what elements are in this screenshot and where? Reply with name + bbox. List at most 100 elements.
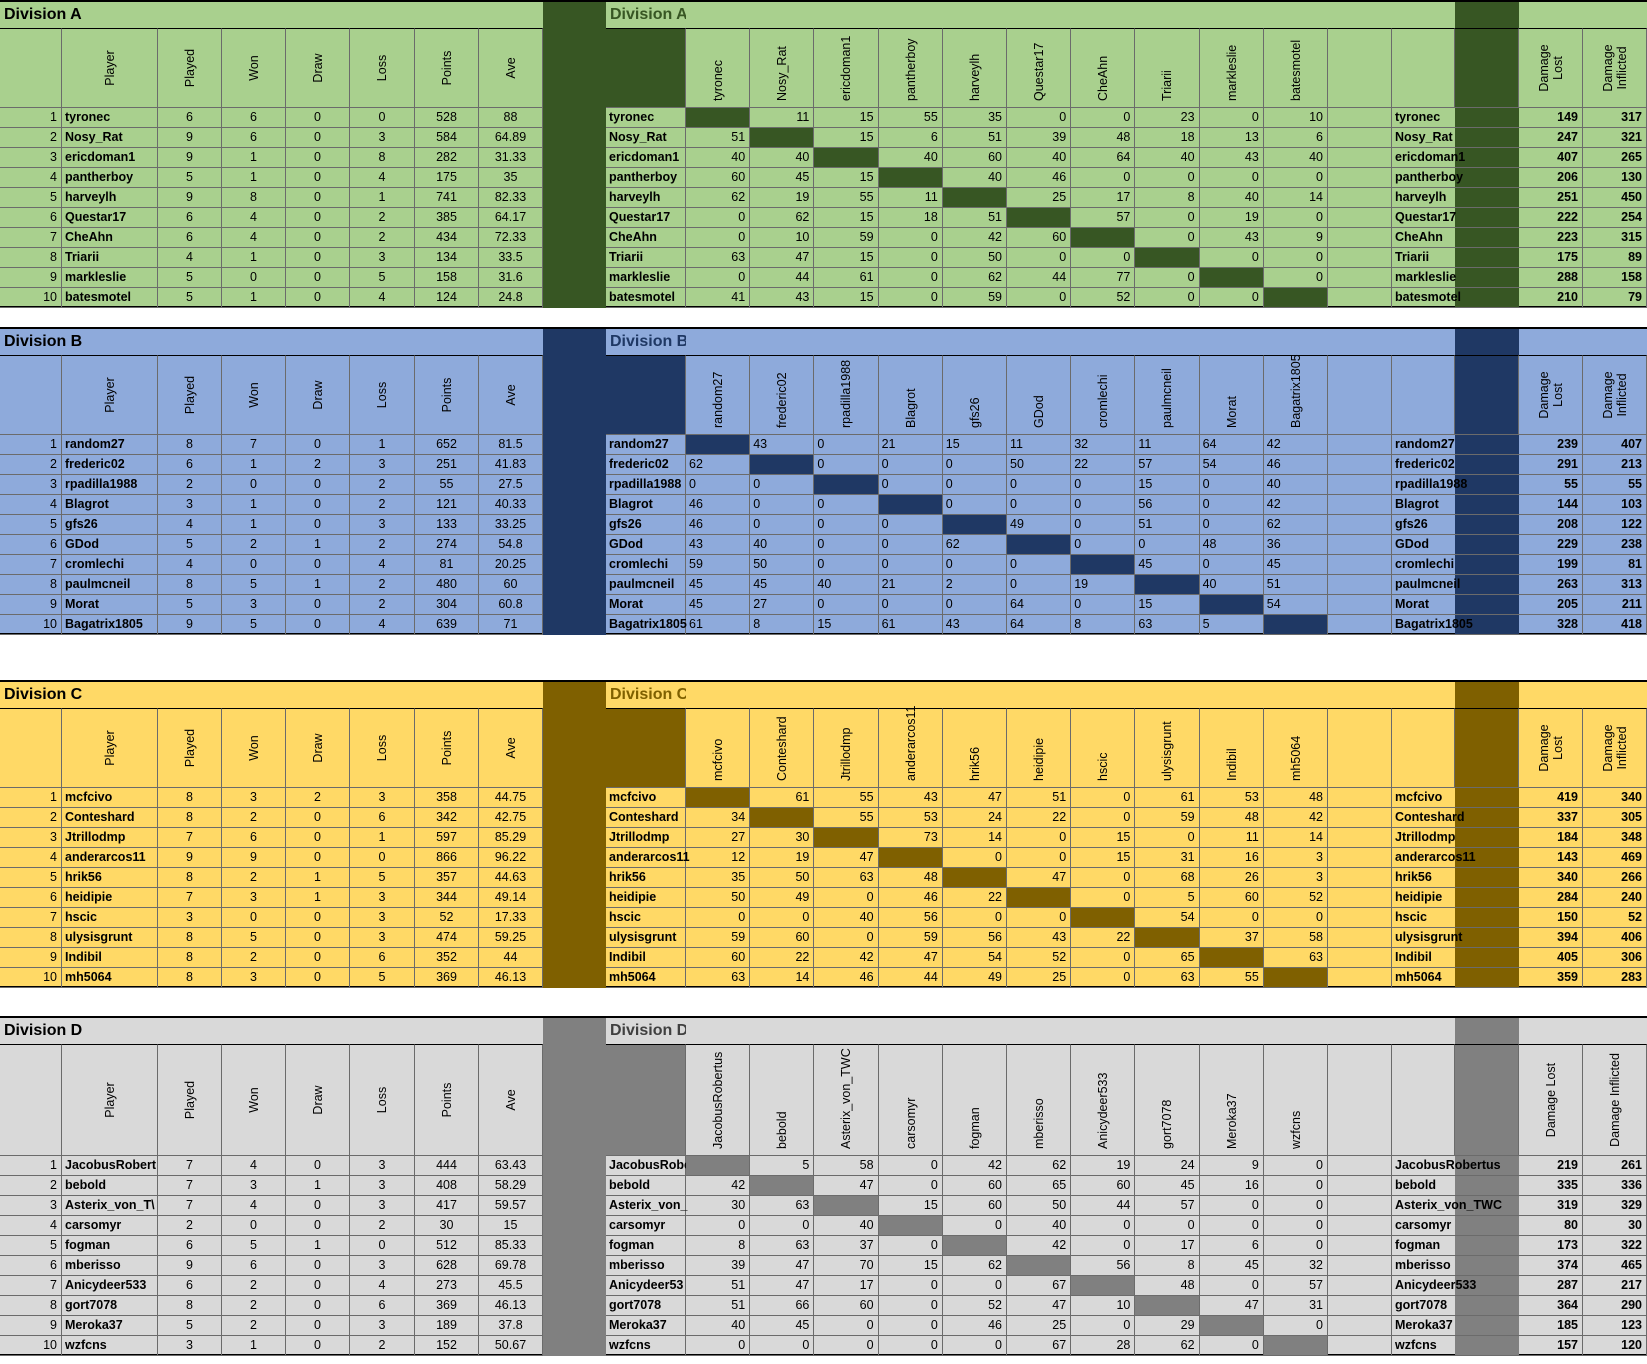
matrix-score-cell: 11: [1135, 435, 1200, 455]
matrix-score-cell: 60: [1071, 1176, 1136, 1196]
header-label-points: Points: [439, 50, 454, 86]
average-cell: 54.8: [479, 535, 543, 555]
matrix-score-cell: 45: [686, 575, 751, 595]
matrix-row-label: Jtrillodmp: [606, 828, 686, 848]
player-name-cell: mberisso: [62, 1256, 158, 1276]
matrix-score-cell: 0: [878, 595, 943, 615]
average-cell: 33.5: [479, 248, 543, 268]
matrix-header-opponent: carsomyr: [878, 1044, 943, 1156]
damage-player-name: ulysisgrunt: [1392, 928, 1519, 948]
matrix-header-opponent: Anicydeer533: [1071, 1044, 1136, 1156]
points-cell: 628: [415, 1256, 479, 1276]
damage-lost-cell: 210: [1519, 288, 1583, 308]
points-cell: 639: [415, 615, 479, 635]
matrix-score-cell: 40: [1199, 575, 1264, 595]
matrix-diagonal-cell: [1135, 1296, 1200, 1316]
damage-inflicted-cell: 290: [1583, 1296, 1647, 1316]
matrix-score-cell: 45: [1135, 555, 1200, 575]
matrix-diagonal-cell: [1071, 908, 1136, 928]
damage-inflicted-cell: 321: [1583, 128, 1647, 148]
header-ave: Ave: [479, 1044, 543, 1156]
player-name-cell: pantherboy: [62, 168, 158, 188]
player-name-cell: rpadilla1988: [62, 475, 158, 495]
matrix-diagonal-cell: [686, 788, 751, 808]
matrix-score-cell: 8: [750, 615, 815, 635]
matrix-score-cell: 0: [686, 1336, 751, 1356]
matrix-row-label: Triarii: [606, 248, 686, 268]
points-cell: 866: [415, 848, 479, 868]
header-label-ave: Ave: [503, 384, 518, 406]
matrix-score-cell: 0: [1007, 495, 1072, 515]
separator-band: [543, 1018, 606, 1356]
matrix-header-opponent: Blagrot: [878, 355, 943, 435]
damage-inflicted-cell: 217: [1583, 1276, 1647, 1296]
matrix-score-cell: 0: [750, 1216, 815, 1236]
loss-cell: 3: [350, 248, 415, 268]
points-cell: 158: [415, 268, 479, 288]
won-cell: 5: [222, 575, 286, 595]
matrix-score-cell: 39: [686, 1256, 751, 1276]
matrix-header-label: pantherboy: [903, 38, 918, 101]
blank-cell: [1328, 148, 1392, 168]
damage-player-name: anderarcos11: [1392, 848, 1519, 868]
header-draw: Draw: [286, 355, 350, 435]
matrix-score-cell: 22: [1071, 455, 1136, 475]
matrix-score-cell: 0: [750, 1336, 815, 1356]
matrix-score-cell: 63: [1135, 968, 1200, 988]
matrix-score-cell: 63: [750, 1196, 815, 1216]
matrix-score-cell: 0: [878, 1316, 943, 1336]
matrix-header-opponent: JacobusRobertus: [686, 1044, 751, 1156]
player-name-cell: Bagatrix1805: [62, 615, 158, 635]
matrix-score-cell: 0: [1199, 908, 1264, 928]
matrix-corner: [606, 355, 686, 435]
matrix-header-label: fogman: [967, 1107, 982, 1149]
player-name-cell: Morat: [62, 595, 158, 615]
blank-header: [1328, 355, 1392, 435]
damage-player-name: Nosy_Rat: [1392, 128, 1519, 148]
damage-player-name: bebold: [1392, 1176, 1519, 1196]
matrix-score-cell: 0: [814, 1316, 879, 1336]
rank-cell: 10: [0, 1336, 62, 1356]
header-player: Player: [62, 708, 158, 788]
loss-cell: 2: [350, 495, 415, 515]
rank-cell: 5: [0, 515, 62, 535]
matrix-score-cell: 40: [1199, 188, 1264, 208]
matrix-header-label: ulysisgrunt: [1160, 721, 1175, 781]
matrix-score-cell: 55: [814, 808, 879, 828]
matrix-diagonal-cell: [1263, 288, 1328, 308]
player-name-cell: random27: [62, 435, 158, 455]
won-cell: 7: [222, 435, 286, 455]
won-cell: 2: [222, 808, 286, 828]
matrix-score-cell: 27: [750, 595, 815, 615]
matrix-diagonal-cell: [942, 188, 1007, 208]
matrix-score-cell: 40: [1135, 148, 1200, 168]
header-points: Points: [415, 355, 479, 435]
matrix-score-cell: 15: [1071, 828, 1136, 848]
points-cell: 344: [415, 888, 479, 908]
matrix-score-cell: 62: [942, 1256, 1007, 1276]
loss-cell: 2: [350, 1216, 415, 1236]
header-label-loss: Loss: [375, 381, 389, 409]
matrix-score-cell: 11: [750, 108, 815, 128]
header-label-played: Played: [182, 1080, 197, 1120]
blank-cell: [1328, 188, 1392, 208]
rank-cell: 2: [0, 128, 62, 148]
matrix-diagonal-cell: [1071, 228, 1136, 248]
matrix-header-label: GDod: [1032, 395, 1047, 428]
matrix-diagonal-cell: [1263, 1336, 1328, 1356]
played-cell: 9: [158, 1256, 222, 1276]
matrix-header-label: mh5064: [1288, 735, 1303, 781]
draw-cell: 0: [286, 908, 350, 928]
matrix-corner: [606, 708, 686, 788]
damage-lost-cell: 157: [1519, 1336, 1583, 1356]
points-cell: 480: [415, 575, 479, 595]
header-damage-inflicted: Damage Inflicted: [1583, 1044, 1647, 1156]
matrix-score-cell: 0: [942, 475, 1007, 495]
damage-player-name: JacobusRobertus: [1392, 1156, 1519, 1176]
played-cell: 7: [158, 828, 222, 848]
matrix-score-cell: 35: [686, 868, 751, 888]
matrix-score-cell: 40: [1007, 1216, 1072, 1236]
points-cell: 189: [415, 1316, 479, 1336]
matrix-score-cell: 45: [1263, 555, 1328, 575]
matrix-row-label: JacobusRobertus: [606, 1156, 715, 1176]
